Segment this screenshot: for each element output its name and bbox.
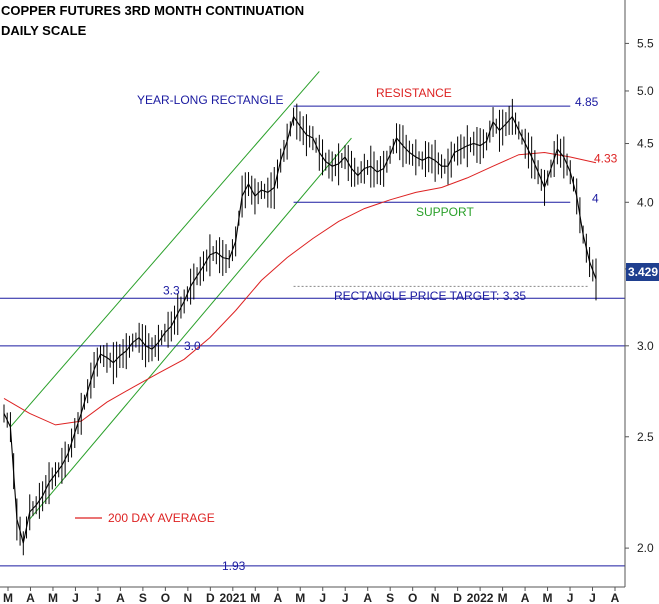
x-tick-label: S <box>386 591 394 604</box>
x-tick-label: J <box>567 591 574 604</box>
x-tick-label: N <box>184 591 193 604</box>
x-tick-label: J <box>72 591 79 604</box>
x-tick-label: A <box>363 591 372 604</box>
x-tick-label: A <box>521 591 530 604</box>
x-tick-label: O <box>161 591 170 604</box>
y-tick-label: 3.0 <box>637 339 654 353</box>
target-annotation: RECTANGLE PRICE TARGET: 3.35 <box>334 289 526 303</box>
y-axis-ticks: 2.02.53.03.54.04.55.05.5 <box>625 36 654 555</box>
price-line <box>3 115 597 544</box>
x-tick-label: J <box>589 591 596 604</box>
ma-line <box>3 151 597 426</box>
support-annotation: SUPPORT <box>416 205 474 219</box>
x-tick-label: M <box>3 591 13 604</box>
x-tick-label: S <box>139 591 147 604</box>
x-tick-label: M <box>498 591 508 604</box>
x-tick-label: A <box>26 591 35 604</box>
level-label: 3.3 <box>163 283 180 297</box>
y-tick-label: 4.5 <box>637 137 654 151</box>
chart-title: COPPER FUTURES 3RD MONTH CONTINUATION <box>1 3 304 18</box>
ma-legend-label: 200 DAY AVERAGE <box>108 511 215 525</box>
x-tick-label: M <box>295 591 305 604</box>
x-tick-label: A <box>611 591 620 604</box>
x-tick-label: A <box>273 591 282 604</box>
y-tick-label: 5.5 <box>637 36 654 50</box>
x-tick-label: J <box>95 591 102 604</box>
y-tick-label: 5.0 <box>637 84 654 98</box>
uptrend-channel <box>10 71 352 520</box>
x-tick-label: M <box>48 591 58 604</box>
last-price-tag <box>626 263 659 281</box>
level-label: 4.33 <box>594 152 618 166</box>
level-label: 4.85 <box>575 95 599 109</box>
x-axis-ticks: M A M J J A S O N D 2021 M A M J J A S O N D 2022 M A M J J A <box>3 587 620 604</box>
channel-upper-line <box>10 71 320 428</box>
chart-subtitle: DAILY SCALE <box>1 23 87 38</box>
x-tick-label: N <box>431 591 440 604</box>
x-tick-label: O <box>408 591 417 604</box>
channel-lower-line <box>29 137 352 520</box>
last-price-label: 3.429 <box>628 265 658 279</box>
level-label: 1.93 <box>222 559 246 573</box>
resistance-annotation: RESISTANCE <box>376 86 452 100</box>
x-tick-label: J <box>342 591 349 604</box>
level-labels: 4.85 4.33 4 3.3 3.0 1.93 <box>163 95 618 573</box>
x-tick-label: A <box>116 591 125 604</box>
y-tick-label: 4.0 <box>637 195 654 209</box>
x-tick-label: D <box>206 591 215 604</box>
level-label: 4 <box>592 191 599 205</box>
x-tick-label: M <box>543 591 553 604</box>
x-tick-label: 2022 <box>467 591 494 604</box>
y-tick-label: 2.5 <box>637 430 654 444</box>
x-tick-label: J <box>319 591 326 604</box>
level-label: 3.0 <box>184 339 201 353</box>
rectangle-annotation: YEAR-LONG RECTANGLE <box>137 93 283 107</box>
x-tick-label: M <box>250 591 260 604</box>
price-series <box>3 98 597 556</box>
x-tick-label: D <box>453 591 462 604</box>
moving-average-series <box>3 151 597 426</box>
x-tick-label: 2021 <box>219 591 246 604</box>
y-tick-label: 2.0 <box>637 541 654 555</box>
